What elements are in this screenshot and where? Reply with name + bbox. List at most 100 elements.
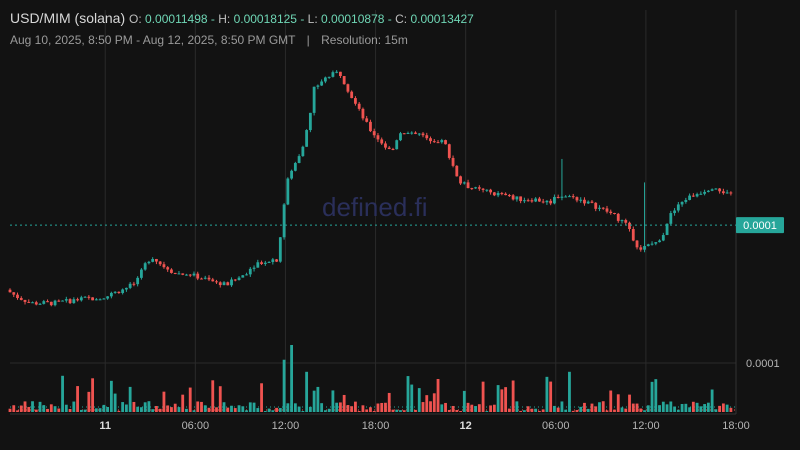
candle-body <box>579 199 583 201</box>
candle-body <box>477 187 481 189</box>
volume-bar <box>703 404 707 412</box>
candle-body <box>485 189 489 191</box>
volume-bar <box>79 409 83 412</box>
volume-bar <box>417 388 421 412</box>
candle-body <box>545 200 549 203</box>
volume-bar <box>643 410 646 412</box>
volume-bar <box>384 402 387 412</box>
volume-bar <box>609 390 613 412</box>
candle-body <box>38 303 42 305</box>
candle-body <box>275 259 278 262</box>
candle-body <box>241 275 245 278</box>
volume-bar <box>365 409 369 412</box>
candle-body <box>83 296 87 298</box>
chart-header: USD/MIM (solana) O: 0.00011498 - H: 0.00… <box>10 10 474 26</box>
candle-body <box>522 200 526 202</box>
candle-body <box>91 297 95 301</box>
volume-bar <box>263 411 267 412</box>
low-label: L: <box>307 12 318 26</box>
candle-body <box>320 81 324 86</box>
candle-body <box>215 281 218 283</box>
volume-bar <box>598 402 601 412</box>
volume-bar <box>42 405 46 412</box>
candle-body <box>432 141 436 143</box>
volume-bar <box>177 407 181 412</box>
candle-body <box>650 243 654 245</box>
volume-bar <box>278 408 282 412</box>
volume-bar <box>372 411 376 412</box>
candle-body <box>421 133 425 136</box>
volume-bar <box>128 386 132 412</box>
volume-bar <box>613 409 616 412</box>
volume-bar <box>57 408 61 412</box>
volume-bar <box>601 401 605 412</box>
candle-body <box>282 204 286 238</box>
candle-body <box>155 258 158 262</box>
candle-body <box>290 170 294 179</box>
candle-body <box>327 76 331 78</box>
volume-bar <box>252 402 256 412</box>
volume-bar <box>166 405 170 412</box>
candle-body <box>661 235 665 241</box>
candle-body <box>387 147 391 150</box>
candle-body <box>376 135 380 140</box>
candle-body <box>339 71 342 77</box>
candle-body <box>94 299 98 301</box>
candle-body <box>369 121 372 132</box>
volume-bar <box>106 406 110 412</box>
candle-body <box>166 267 170 270</box>
candle-body <box>245 274 248 276</box>
candle-body <box>222 282 226 286</box>
candle-body <box>312 86 316 113</box>
volume-bar <box>68 409 72 412</box>
candle-body <box>631 229 635 241</box>
candle-body <box>350 91 354 99</box>
candle-body <box>680 201 684 205</box>
candle-body <box>140 269 143 278</box>
volume-bar <box>425 395 429 412</box>
candle-body <box>541 201 545 203</box>
volume-bar <box>658 405 661 412</box>
candle-body <box>113 291 117 293</box>
volume-bar <box>455 409 459 412</box>
candle-body <box>57 300 61 302</box>
candle-body <box>335 71 339 73</box>
candle-body <box>384 143 387 148</box>
volume-bar <box>447 409 451 412</box>
candle-body <box>673 210 676 214</box>
candle-body <box>474 187 477 189</box>
candle-body <box>173 272 177 274</box>
candle-body <box>16 294 19 299</box>
volume-bar <box>665 404 669 412</box>
candle-body <box>530 200 534 202</box>
candle-body <box>718 188 722 192</box>
candle-body <box>143 263 147 270</box>
volume-bar <box>290 345 294 412</box>
candle-body <box>162 264 166 268</box>
volume-bar <box>16 410 19 412</box>
candle-body <box>410 132 414 134</box>
candle-body <box>237 277 241 281</box>
volume-bar <box>267 408 271 412</box>
x-tick-label: 12:00 <box>632 420 660 432</box>
volume-bar <box>406 376 410 412</box>
volume-bar <box>140 407 143 412</box>
volume-bar <box>282 359 286 412</box>
candle-body <box>200 278 203 280</box>
volume-bar <box>113 393 117 412</box>
volume-bar <box>432 393 436 412</box>
volume-bar <box>23 401 27 412</box>
volume-bar <box>350 406 354 412</box>
volume-bar <box>203 405 207 412</box>
candle-body <box>121 289 125 294</box>
x-tick-label: 06:00 <box>182 420 210 432</box>
volume-bar <box>537 410 541 412</box>
candle-body <box>308 112 312 131</box>
volume-bar <box>541 409 545 412</box>
volume-bar <box>12 405 16 412</box>
candle-body <box>583 199 586 204</box>
volume-bar <box>549 381 553 412</box>
candle-body <box>455 165 459 177</box>
volume-bar <box>526 406 530 412</box>
